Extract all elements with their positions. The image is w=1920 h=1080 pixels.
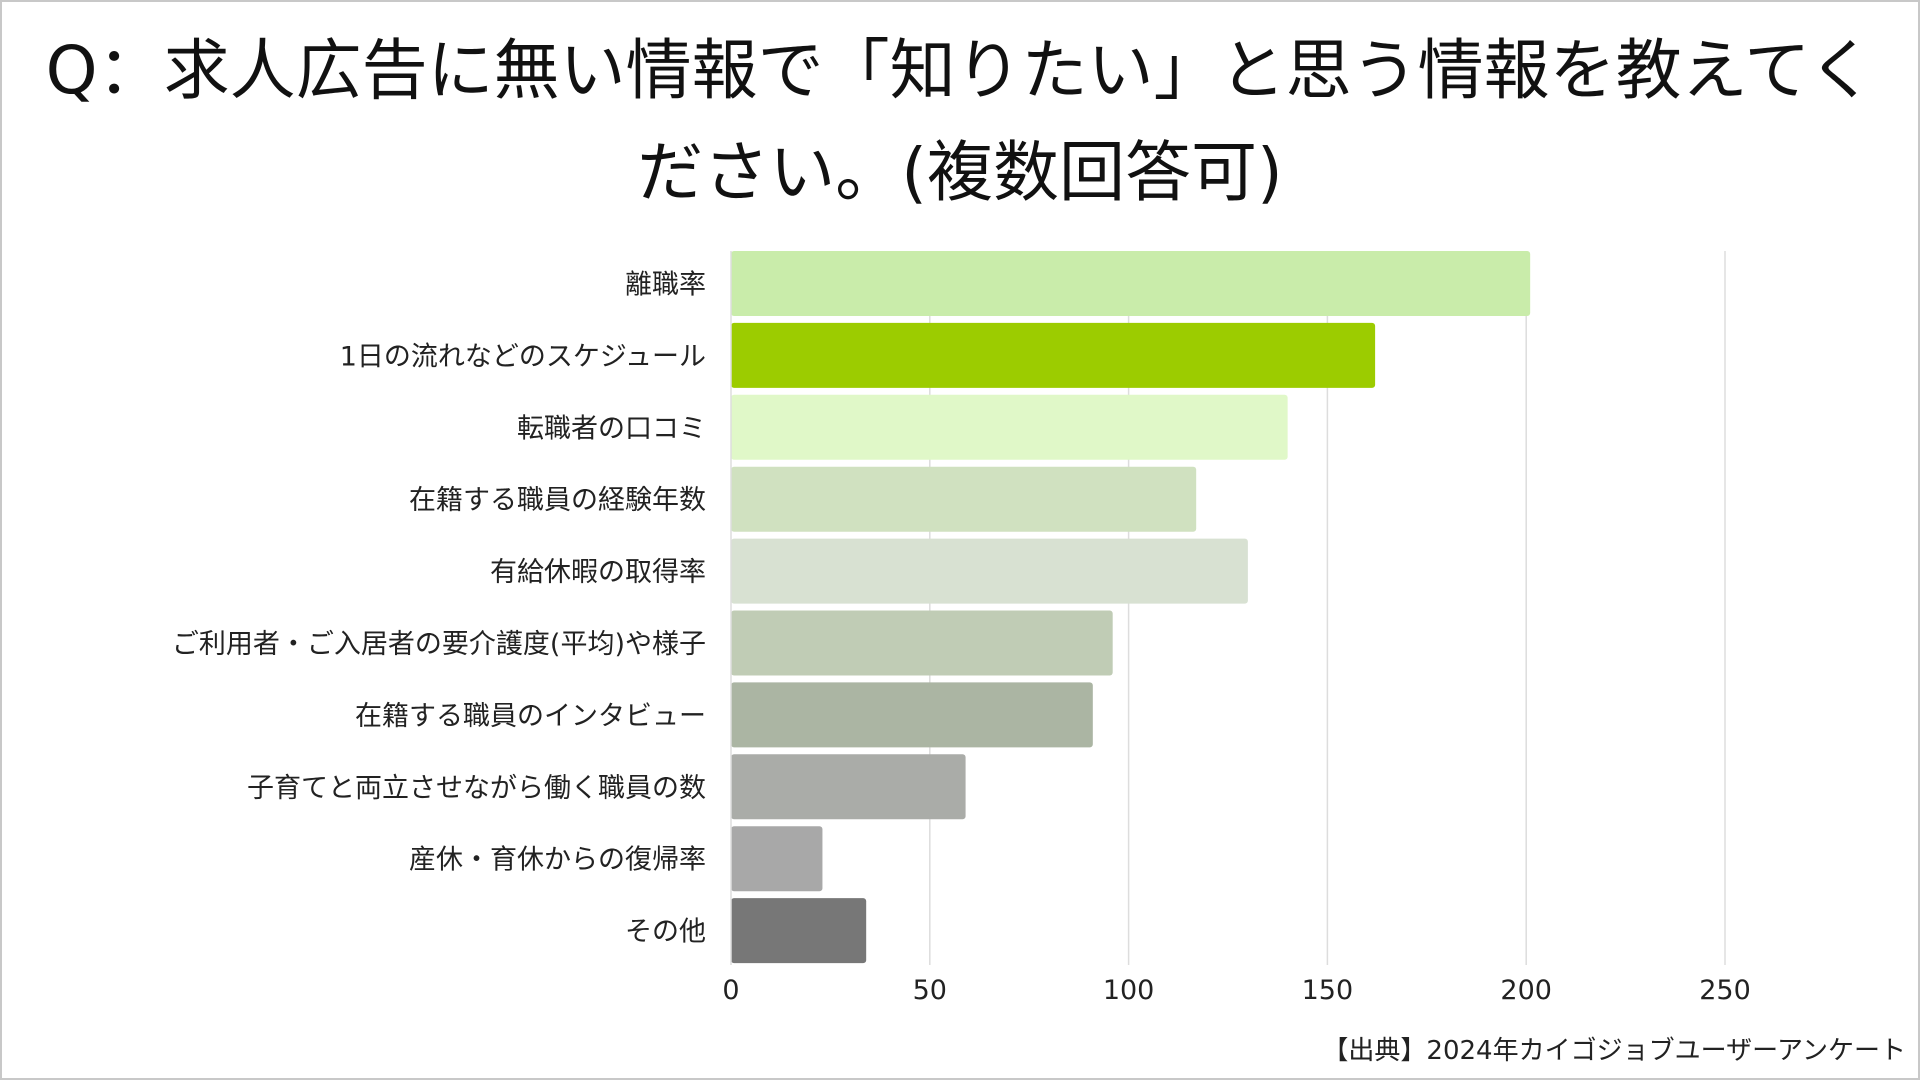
- category-label: その他: [625, 917, 706, 948]
- bar: [731, 826, 823, 892]
- bar: [731, 466, 1197, 532]
- bar: [731, 610, 1113, 676]
- category-label: ご利用者・ご入居者の要介護度(平均)や様子: [172, 629, 706, 660]
- category-label: 産休・育休からの復帰率: [409, 845, 706, 876]
- category-label: 在籍する職員のインタビュー: [355, 701, 706, 732]
- category-label: 子育てと両立させながら働く職員の数: [247, 773, 706, 804]
- bar: [731, 394, 1288, 460]
- chart-title: Q：求人広告に無い情報で「知りたい」と思う情報を教えてください。(複数回答可): [45, 32, 1875, 211]
- x-tick-label: 250: [1699, 975, 1751, 1006]
- bar: [731, 322, 1376, 388]
- bar: [731, 251, 1531, 316]
- x-tick-label: 0: [722, 975, 739, 1006]
- category-label: 離職率: [625, 270, 706, 301]
- category-label: 在籍する職員の経験年数: [409, 485, 706, 516]
- bar: [731, 538, 1248, 604]
- bar: [731, 754, 966, 820]
- x-tick-label: 150: [1302, 975, 1354, 1006]
- bar: [731, 898, 867, 964]
- bar: [731, 682, 1093, 748]
- category-label: 有給休暇の取得率: [490, 557, 706, 588]
- source-note: 【出典】2024年カイゴジョブユーザーアンケート: [1322, 1036, 1906, 1066]
- category-label: 転職者の口コミ: [517, 413, 706, 444]
- category-label: 1日の流れなどのスケジュール: [340, 341, 706, 372]
- x-tick-label: 200: [1500, 975, 1552, 1006]
- x-tick-label: 100: [1103, 975, 1155, 1006]
- x-tick-label: 50: [913, 975, 947, 1006]
